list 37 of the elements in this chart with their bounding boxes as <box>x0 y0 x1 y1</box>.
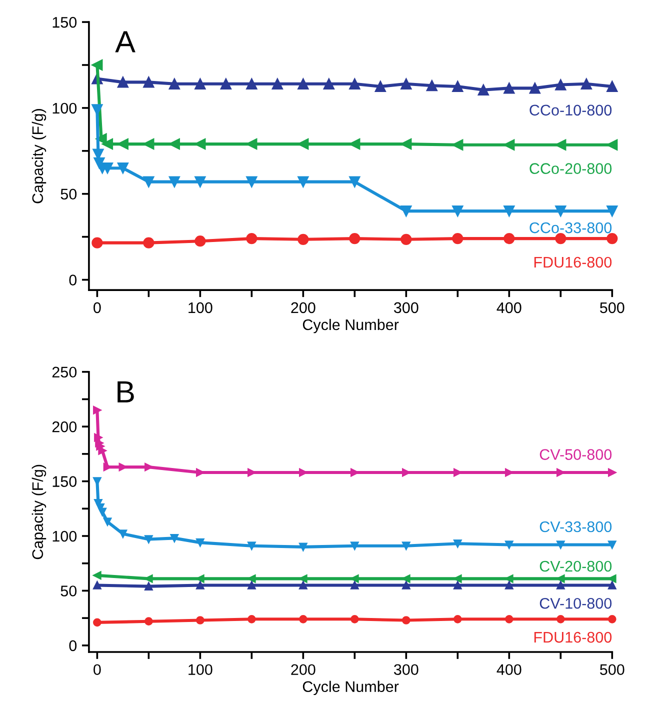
y-tick-label: 100 <box>52 530 77 542</box>
y-tick-label: 0 <box>69 640 77 652</box>
chart-title: A <box>115 31 136 52</box>
series-label: CCo-33-800 <box>530 222 612 234</box>
y-tick-label: 150 <box>52 16 77 28</box>
x-tick-label: 200 <box>291 664 316 676</box>
y-tick-label: 0 <box>69 274 77 286</box>
y-tick-label: 250 <box>52 366 77 378</box>
x-tick-label: 200 <box>291 302 316 314</box>
x-axis-title: Cycle Number <box>302 680 399 696</box>
x-tick-label: 300 <box>394 302 418 314</box>
series-label: CV-33-800 <box>540 521 612 532</box>
series-label: FDU16-800 <box>534 632 612 643</box>
x-tick-label: 0 <box>94 664 101 676</box>
x-tick-label: 100 <box>188 302 212 314</box>
chart-title: B <box>118 381 134 402</box>
y-axis-title: Capacity (F/g) <box>32 464 46 560</box>
y-tick-label: 150 <box>52 476 77 487</box>
series-label: CV-10-800 <box>540 598 612 609</box>
x-tick-label: 400 <box>496 302 522 314</box>
x-tick-label: 400 <box>496 664 522 676</box>
series-label: FDU16-800 <box>534 256 612 268</box>
y-tick-label: 50 <box>60 586 77 596</box>
series-label: CCo-10-800 <box>530 104 612 116</box>
x-tick-label: 500 <box>600 302 624 314</box>
series-label: CCo-20-800 <box>530 163 612 174</box>
x-tick-label: 100 <box>188 664 212 676</box>
x-tick-label: 500 <box>600 664 624 676</box>
y-tick-label: 200 <box>52 421 77 432</box>
x-tick-label: 300 <box>394 664 418 676</box>
y-axis-title: Capacity (F/g) <box>32 109 46 204</box>
series-label: CV-50-800 <box>540 449 612 460</box>
series-label: CV-20-800 <box>540 560 612 572</box>
x-axis-title: Cycle Number <box>302 318 399 334</box>
y-tick-label: 100 <box>52 102 77 114</box>
y-tick-label: 50 <box>60 188 77 200</box>
x-tick-label: 0 <box>94 302 101 314</box>
